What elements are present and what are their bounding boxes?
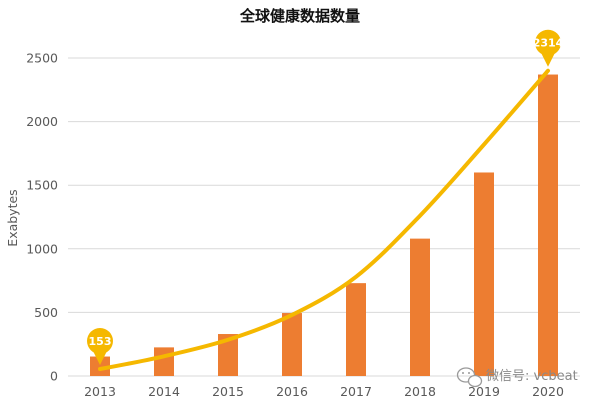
trend-curve <box>98 68 550 372</box>
callouts: 153 2314 <box>87 29 564 366</box>
watermark: 微信号: vcbeat <box>456 367 578 388</box>
y-axis-ticks: 0 500 1000 1500 2000 2500 <box>26 51 58 384</box>
bar <box>474 172 494 376</box>
y-tick-label: 0 <box>50 369 58 384</box>
callout-label: 2314 <box>533 37 564 50</box>
y-tick-label: 2500 <box>26 51 58 66</box>
y-tick-label: 500 <box>34 305 58 320</box>
y-tick-label: 1000 <box>26 241 58 256</box>
callout-pointer <box>93 351 107 366</box>
callout-pointer <box>541 52 555 67</box>
bars <box>90 74 558 376</box>
y-tick-label: 1500 <box>26 178 58 193</box>
x-tick-label: 2016 <box>276 384 308 399</box>
callout-bubble <box>535 29 561 56</box>
callout-pin: 2314 <box>533 29 564 67</box>
callout-pin: 153 <box>87 328 113 366</box>
bar <box>282 313 302 376</box>
bar <box>218 334 238 376</box>
bar <box>90 356 110 376</box>
x-tick-label: 2014 <box>148 384 180 399</box>
watermark-text: 微信号: vcbeat <box>486 369 578 384</box>
y-tick-label: 2000 <box>26 114 58 129</box>
x-tick-label: 2015 <box>212 384 244 399</box>
chart-title: 全球健康数据数量 <box>239 7 360 25</box>
x-tick-label: 2017 <box>340 384 372 399</box>
gridlines <box>68 57 580 377</box>
callout-bubble <box>87 328 113 355</box>
x-tick-label: 2018 <box>404 384 436 399</box>
bar <box>538 74 558 376</box>
wechat-icon <box>456 367 483 388</box>
bar <box>410 238 430 376</box>
bar <box>346 283 366 376</box>
x-tick-label: 2020 <box>532 384 564 399</box>
x-axis-ticks: 2013 2014 2015 2016 2017 2018 2019 2020 <box>84 384 564 399</box>
trendline <box>98 68 550 372</box>
y-axis-label: Exabytes <box>5 189 20 246</box>
x-tick-label: 2019 <box>468 384 500 399</box>
x-tick-label: 2013 <box>84 384 116 399</box>
bar <box>154 347 174 376</box>
callout-label: 153 <box>89 335 112 348</box>
